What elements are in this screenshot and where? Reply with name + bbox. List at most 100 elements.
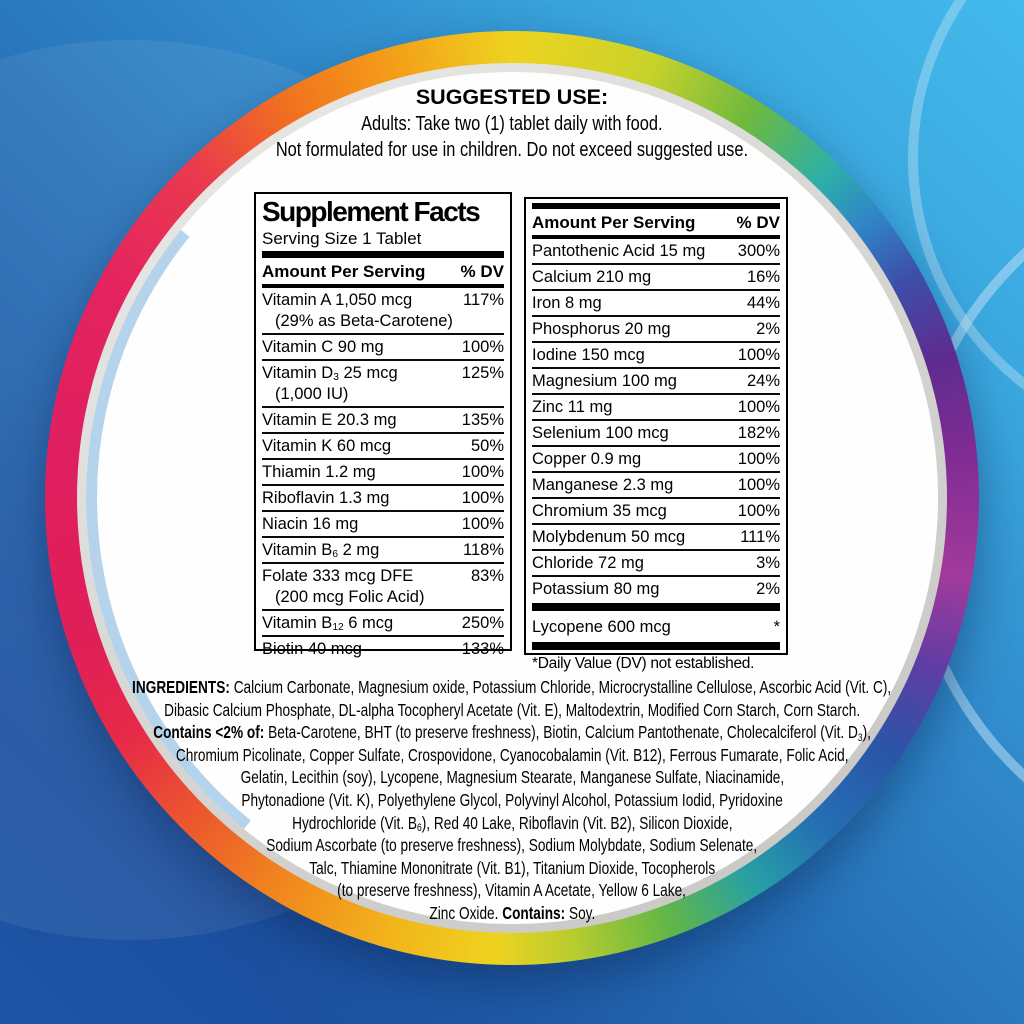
nutrient-name: Thiamin 1.2 mg	[262, 462, 376, 481]
ingredients-line: Chromium Picolinate, Copper Sulfate, Cro…	[175, 744, 849, 765]
nutrient-row: Selenium 100 mcg 182%	[532, 421, 780, 447]
nutrient-row: Chromium 35 mcg 100%	[532, 499, 780, 525]
nutrient-name: Calcium 210 mg	[532, 267, 652, 286]
nutrient-row: Phosphorus 20 mg 2%	[532, 317, 780, 343]
nutrient-row: Vitamin A 1,050 mcg (29% as Beta-Carotene…	[262, 288, 504, 335]
nutrient-name: Zinc 11 mg	[532, 397, 613, 416]
nutrient-rows: Pantothenic Acid 15 mg 300% Calcium 210 mg…	[532, 239, 780, 601]
nutrient-rows: Vitamin A 1,050 mcg (29% as Beta-Carotene…	[262, 288, 504, 661]
nutrient-dv: 2%	[756, 579, 780, 598]
nutrient-row: Copper 0.9 mg 100%	[532, 447, 780, 473]
nutrient-note: (200 mcg Folic Acid)	[275, 587, 425, 606]
suggested-use-heading: SUGGESTED USE:	[415, 85, 609, 109]
nutrient-row: Niacin 16 mg 100%	[262, 512, 504, 538]
nutrient-row: Iron 8 mg 44%	[532, 291, 780, 317]
divider-bar	[262, 251, 504, 258]
amount-per-serving-header: Amount Per Serving	[262, 262, 426, 281]
nutrient-row: Pantothenic Acid 15 mg 300%	[532, 239, 780, 265]
nutrient-row: Calcium 210 mg 16%	[532, 265, 780, 291]
nutrient-dv: 182%	[737, 423, 780, 442]
nutrient-name: Selenium 100 mcg	[532, 423, 669, 442]
nutrient-name: Biotin 40 mcg	[262, 639, 362, 658]
nutrient-row: Molybdenum 50 mcg 111%	[532, 525, 780, 551]
nutrient-name: Vitamin A 1,050 mcg (29% as Beta-Carotene…	[262, 290, 453, 330]
nutrient-dv: 3%	[756, 553, 780, 572]
nutrient-row: Vitamin D3 25 mcg (1,000 IU) 125%	[262, 361, 504, 408]
amount-per-serving-header: Amount Per Serving	[532, 213, 696, 232]
nutrient-row: Vitamin K 60 mcg 50%	[262, 434, 504, 460]
divider-bar	[532, 603, 780, 611]
nutrient-dv: 44%	[746, 293, 780, 312]
ingredients-line: Zinc Oxide. Contains: Soy.	[429, 902, 595, 923]
nutrient-row: Zinc 11 mg 100%	[532, 395, 780, 421]
nutrient-dv: 2%	[756, 319, 780, 338]
ingredients-line: Contains <2% of: Beta-Carotene, BHT (to …	[153, 722, 871, 744]
supplement-facts-panel-right: Amount Per Serving % DV Pantothenic Acid…	[524, 197, 788, 672]
nutrient-name: Chloride 72 mg	[532, 553, 644, 572]
nutrient-row: Lycopene 600 mcg *	[532, 613, 780, 640]
nutrient-row: Magnesium 100 mg 24%	[532, 369, 780, 395]
divider-bar	[532, 203, 780, 209]
nutrient-name: Chromium 35 mcg	[532, 501, 667, 520]
nutrient-dv: 100%	[461, 462, 504, 481]
supplement-facts-title: Supplement Facts	[262, 196, 481, 227]
nutrient-name: Vitamin C 90 mg	[262, 337, 384, 356]
ingredients-line: Phytonadione (Vit. K), Polyethylene Glyc…	[241, 789, 783, 810]
dv-footnote: *Daily Value (DV) not established.	[532, 655, 755, 672]
nutrient-dv: 300%	[737, 241, 780, 260]
nutrient-dv: 117%	[463, 290, 504, 309]
nutrient-name: Molybdenum 50 mcg	[532, 527, 686, 546]
ingredients-paragraph: INGREDIENTS: Calcium Carbonate, Magnesiu…	[122, 676, 902, 925]
ingredients-line: Talc, Thiamine Mononitrate (Vit. B1), Ti…	[309, 857, 715, 878]
nutrient-row: Iodine 150 mcg 100%	[532, 343, 780, 369]
nutrient-name: Vitamin B6 2 mg	[262, 540, 380, 560]
nutrient-dv: 50%	[470, 436, 504, 455]
nutrient-dv: 250%	[461, 613, 504, 632]
nutrient-note: (1,000 IU)	[275, 384, 349, 403]
nutrient-name: Vitamin K 60 mcg	[262, 436, 392, 455]
nutrient-row: Thiamin 1.2 mg 100%	[262, 460, 504, 486]
ingredients-line: INGREDIENTS: Calcium Carbonate, Magnesiu…	[132, 677, 892, 697]
nutrient-dv: 125%	[461, 363, 504, 382]
nutrient-row: Chloride 72 mg 3%	[532, 551, 780, 577]
nutrient-name: Copper 0.9 mg	[532, 449, 642, 468]
nutrient-name: Lycopene 600 mcg	[532, 617, 671, 636]
nutrient-name: Phosphorus 20 mg	[532, 319, 671, 338]
nutrient-row: Riboflavin 1.3 mg 100%	[262, 486, 504, 512]
nutrient-name: Iron 8 mg	[532, 293, 602, 312]
nutrient-dv: 16%	[746, 267, 780, 286]
nutrient-name: Niacin 16 mg	[262, 514, 359, 533]
nutrient-name: Vitamin E 20.3 mg	[262, 410, 397, 429]
nutrient-name: Pantothenic Acid 15 mg	[532, 241, 706, 260]
lycopene-row-wrap: Lycopene 600 mcg *	[532, 613, 780, 640]
ingredients-line: (to preserve freshness), Vitamin A Aceta…	[337, 880, 687, 901]
ingredients-line: Gelatin, Lecithin (soy), Lycopene, Magne…	[240, 767, 784, 788]
divider-bar	[532, 642, 780, 650]
nutrient-dv: 100%	[461, 337, 504, 356]
label-circle	[86, 72, 938, 924]
nutrient-row: Biotin 40 mcg 133%	[262, 637, 504, 661]
nutrient-dv: 111%	[740, 527, 780, 546]
suggested-use-line: Not formulated for use in children. Do n…	[275, 139, 749, 161]
nutrient-dv: 24%	[746, 371, 780, 390]
nutrient-note: (29% as Beta-Carotene)	[275, 311, 453, 330]
nutrient-row: Vitamin B12 6 mcg 250%	[262, 611, 504, 637]
nutrient-name: Potassium 80 mg	[532, 579, 660, 598]
nutrient-dv: 100%	[737, 475, 780, 494]
nutrient-dv: 100%	[461, 488, 504, 507]
nutrient-dv: 100%	[737, 397, 780, 416]
suggested-use-line: Adults: Take two (1) tablet daily with f…	[361, 113, 663, 135]
nutrient-dv: 100%	[461, 514, 504, 533]
supplement-facts-panel-left: Supplement Facts Serving Size 1 Tablet A…	[254, 192, 512, 658]
nutrient-name: Riboflavin 1.3 mg	[262, 488, 390, 507]
dv-header: % DV	[736, 213, 780, 232]
nutrient-row: Vitamin B6 2 mg 118%	[262, 538, 504, 564]
nutrient-dv: 100%	[737, 449, 780, 468]
nutrient-dv: *	[773, 617, 780, 636]
suggested-use-block: SUGGESTED USE: Adults: Take two (1) tabl…	[112, 84, 912, 163]
nutrient-dv: 133%	[461, 639, 504, 658]
nutrient-name: Magnesium 100 mg	[532, 371, 677, 390]
nutrient-name: Manganese 2.3 mg	[532, 475, 674, 494]
nutrient-dv: 118%	[463, 540, 504, 559]
